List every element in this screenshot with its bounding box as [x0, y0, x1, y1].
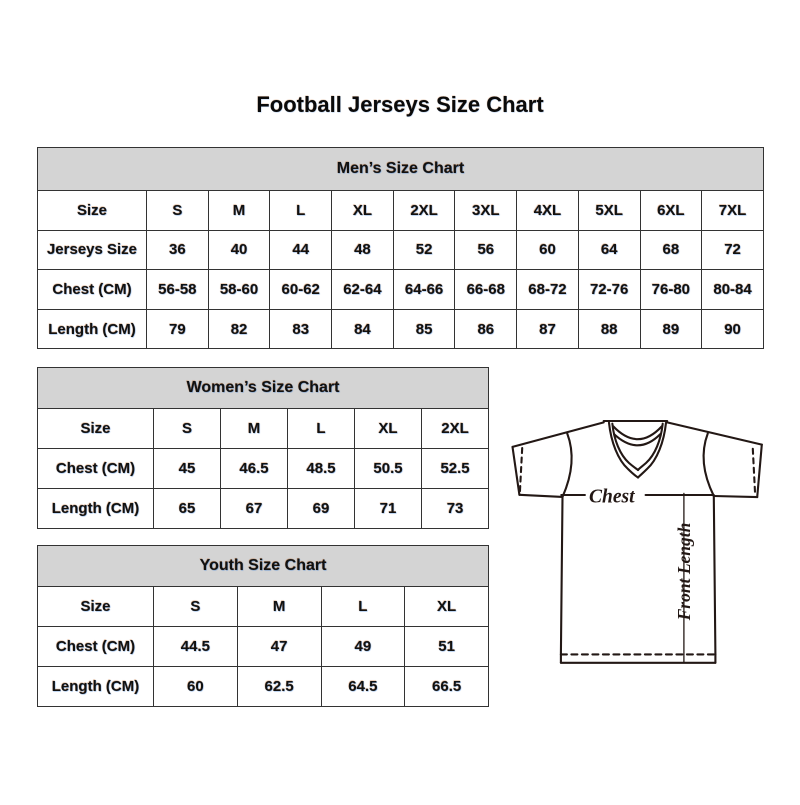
svg-text:Chest: Chest: [589, 487, 635, 508]
svg-text:Front Length: Front Length: [674, 523, 694, 622]
